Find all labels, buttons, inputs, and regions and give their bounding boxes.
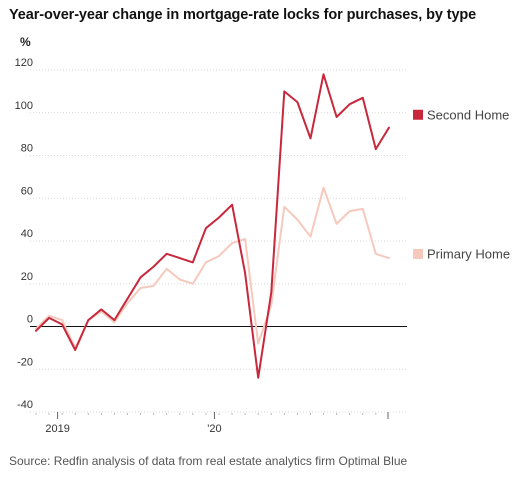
chart-title: Year-over-year change in mortgage-rate l… — [9, 7, 477, 23]
x-tick-label: 2019 — [45, 423, 69, 435]
legend: Second Home Primary Home — [413, 107, 510, 261]
legend-label-primary-home: Primary Home — [427, 246, 510, 261]
y-tick-label: 100 — [15, 100, 33, 112]
y-tick-label: 20 — [21, 271, 33, 283]
x-tick-label: '20 — [207, 423, 221, 435]
y-tick-label: 0 — [27, 314, 33, 326]
y-tick-label: -20 — [17, 356, 33, 368]
y-unit-label: % — [20, 35, 31, 49]
legend-swatch-second-home — [413, 109, 423, 120]
y-axis: 120 100 80 60 40 20 0 -20 -40 — [15, 57, 33, 411]
y-tick-label: 80 — [21, 143, 33, 155]
legend-label-second-home: Second Home — [427, 107, 509, 122]
legend-swatch-primary-home — [413, 248, 423, 259]
y-tick-label: -40 — [17, 399, 33, 411]
y-tick-label: 60 — [21, 185, 33, 197]
source-note: Source: Redfin analysis of data from rea… — [9, 454, 408, 468]
series-line-primary-home — [35, 186, 390, 349]
line-chart: 120 100 80 60 40 20 0 -20 -40 2019 '20 Second Hom… — [15, 57, 510, 435]
y-tick-label: 120 — [15, 57, 33, 69]
y-tick-label: 40 — [21, 228, 33, 240]
gridlines — [30, 69, 407, 413]
x-axis: 2019 '20 — [35, 412, 389, 435]
series-line-second-home — [35, 73, 390, 379]
series-lines — [35, 73, 390, 379]
